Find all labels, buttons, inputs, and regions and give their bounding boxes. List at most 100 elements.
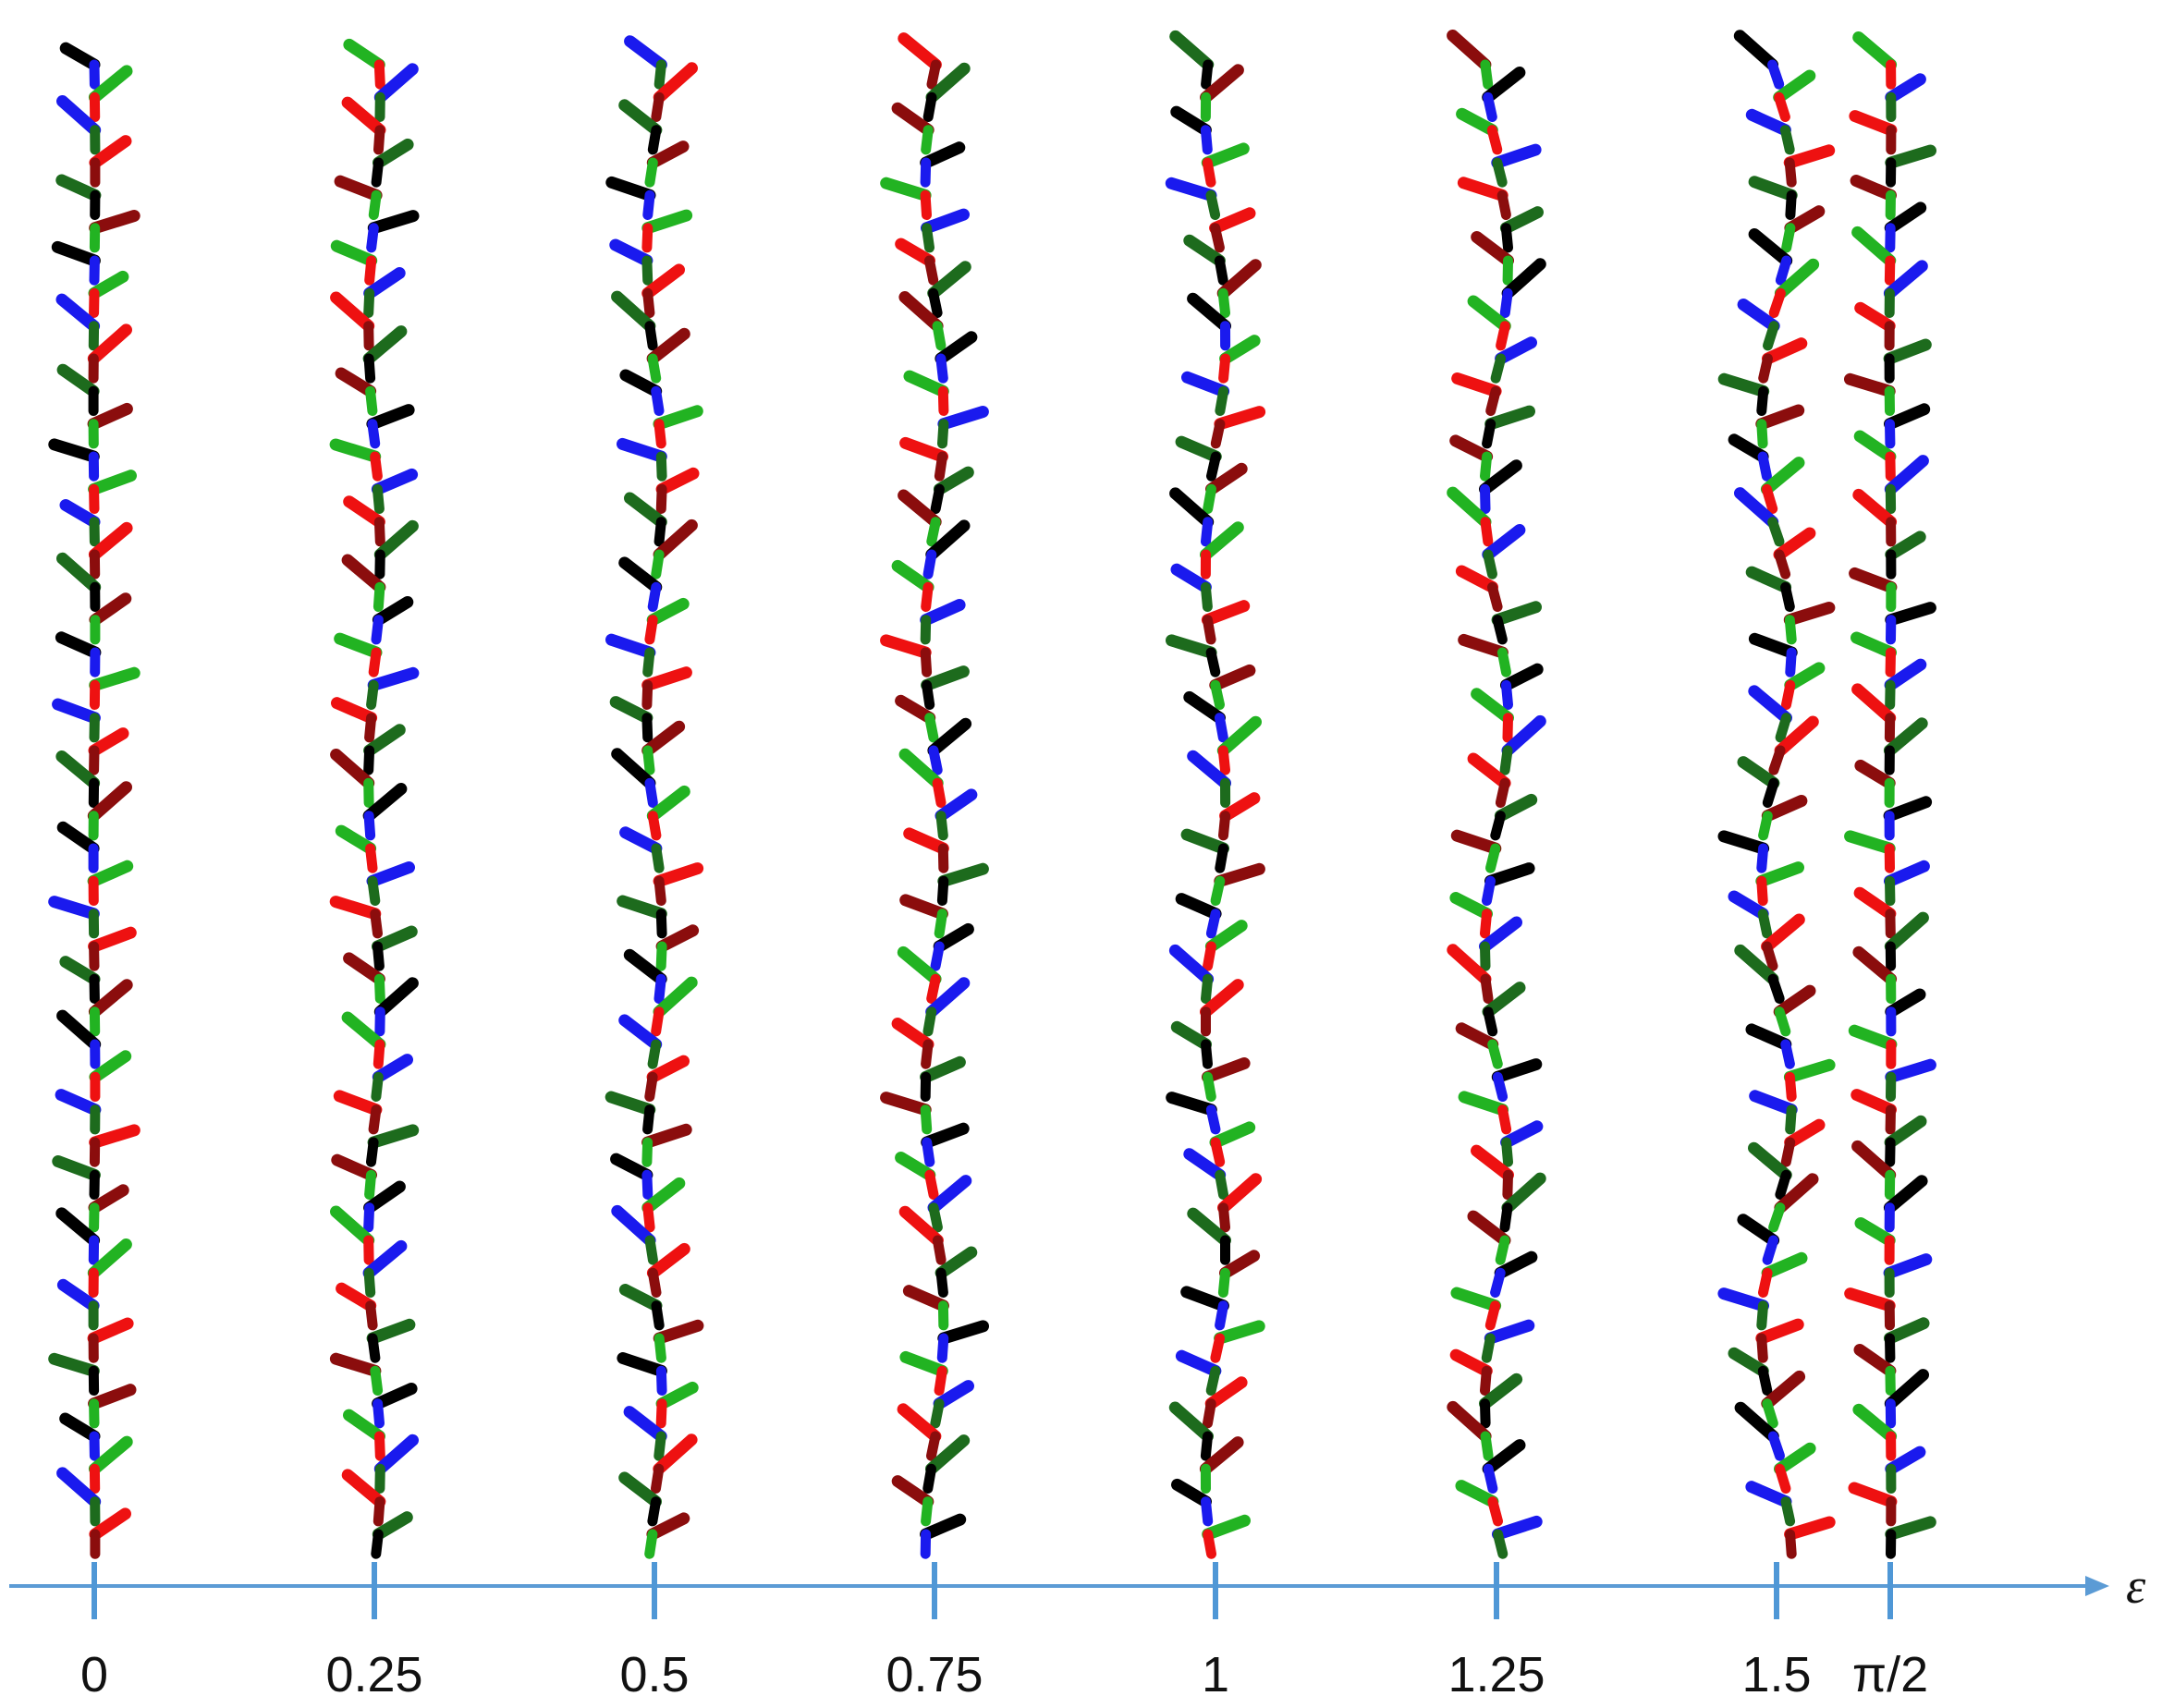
chain-backbone [644,777,658,808]
chain-backbone [920,189,932,220]
chain-segment [1783,602,1836,627]
chain-backbone [1757,451,1772,482]
chain-segment [898,32,942,71]
chain-segment [1175,435,1222,463]
chain-segment [1854,301,1896,333]
chain-backbone [934,451,947,482]
chain-segment [1501,1172,1546,1214]
chain-segment [1885,531,1926,561]
chain-backbone [922,92,937,122]
chain-segment [1467,1210,1511,1247]
chain-backbone [363,1267,376,1298]
chain-backbone [1206,451,1221,482]
chain-segment [1748,176,1798,201]
chain-segment [1451,372,1502,397]
chain-backbone [937,419,949,449]
chain-backbone [921,1039,934,1069]
chain-segment [1482,67,1526,104]
chain-segment [88,727,129,757]
chain-backbone [1210,419,1226,449]
chain-segment [1844,1287,1896,1312]
chain-segment [880,177,932,201]
chain-segment [88,470,137,495]
chain-backbone [935,1267,948,1298]
chain-backbone [934,909,947,939]
chain-backbone [1202,615,1216,645]
chain-backbone [1215,843,1228,873]
tick-labels: 0 0.25 0.5 0.75 1 1.25 1.5 π/2 [80,1647,1928,1702]
chain-backbone [372,483,385,514]
chain-backbone [937,843,949,873]
chain-backbone [924,713,939,743]
chain-backbone [365,385,378,416]
chain-backbone [920,157,932,188]
chain-backbone [1785,1104,1797,1135]
chain-segment [1492,1515,1543,1541]
chain-segment [59,956,101,985]
chain-segment [899,894,948,921]
chain-segment [1717,830,1770,855]
chain-segment [1728,1347,1769,1377]
chain-segment [55,293,101,333]
chain-backbone [371,157,384,188]
chain-segment [1784,1118,1826,1149]
chain-segment [89,210,140,235]
chain-column-0 [48,42,140,1559]
chain-backbone [930,1398,945,1429]
chain-segment [1774,258,1820,299]
chain-backbone [655,483,667,514]
chain-segment [897,1403,942,1443]
chain-backbone [1201,517,1214,547]
chain-segment [1852,946,1898,985]
chain-segment [1760,457,1805,495]
chain-segment [1883,796,1933,823]
chain-backbone [373,1496,385,1527]
chain-segment [1216,715,1262,757]
chain-segment [1457,177,1509,201]
chain-backbone [653,1333,666,1363]
chain-backbone [1210,679,1225,710]
chain-segment [927,261,971,299]
chain-segment [1484,862,1535,887]
chain-segment [1745,1481,1792,1508]
chain-segment [1175,893,1222,921]
chain-segment [331,1153,377,1181]
chain-segment [1773,984,1816,1019]
chain-backbone [642,1104,655,1135]
chain-segment [55,1089,102,1116]
chain-backbone [365,1300,378,1331]
chain-segment [653,862,704,887]
chain-backbone [1201,1039,1213,1069]
chain-backbone [1497,1104,1512,1135]
chain-segment [895,1152,936,1181]
chain-segment [1848,1482,1898,1508]
chain-segment [1885,73,1926,104]
chain-backbone [651,1300,665,1331]
tick-label-1: 0.25 [325,1647,422,1702]
chain-segment [335,824,377,855]
chain-segment [1209,1121,1256,1149]
chain-backbone [1780,1039,1795,1069]
chain-segment [59,42,101,71]
chain-segment [623,948,667,985]
chain-segment [646,785,690,823]
chain-segment [1204,1376,1248,1410]
tick-label-7: π/2 [1852,1647,1928,1702]
chain-segment [895,238,935,267]
chain-backbone [1768,745,1786,775]
chain-backbone [363,745,375,775]
chain-backbone [1785,647,1797,677]
tick-label-6: 1.5 [1741,1647,1811,1702]
chain-segment [1885,144,1936,169]
chain-backbone [1215,1169,1228,1200]
chain-backbone [934,1365,947,1396]
chain-segment [1737,1214,1780,1247]
chain-backbone [1492,615,1508,645]
chain-segment [653,405,703,431]
chain-backbone [1480,941,1491,971]
chain-segment [89,1507,131,1541]
chain-backbone [641,223,653,253]
chain-segment [52,1155,101,1181]
chain-backbone [1781,223,1796,253]
chain-segment [933,1380,974,1410]
